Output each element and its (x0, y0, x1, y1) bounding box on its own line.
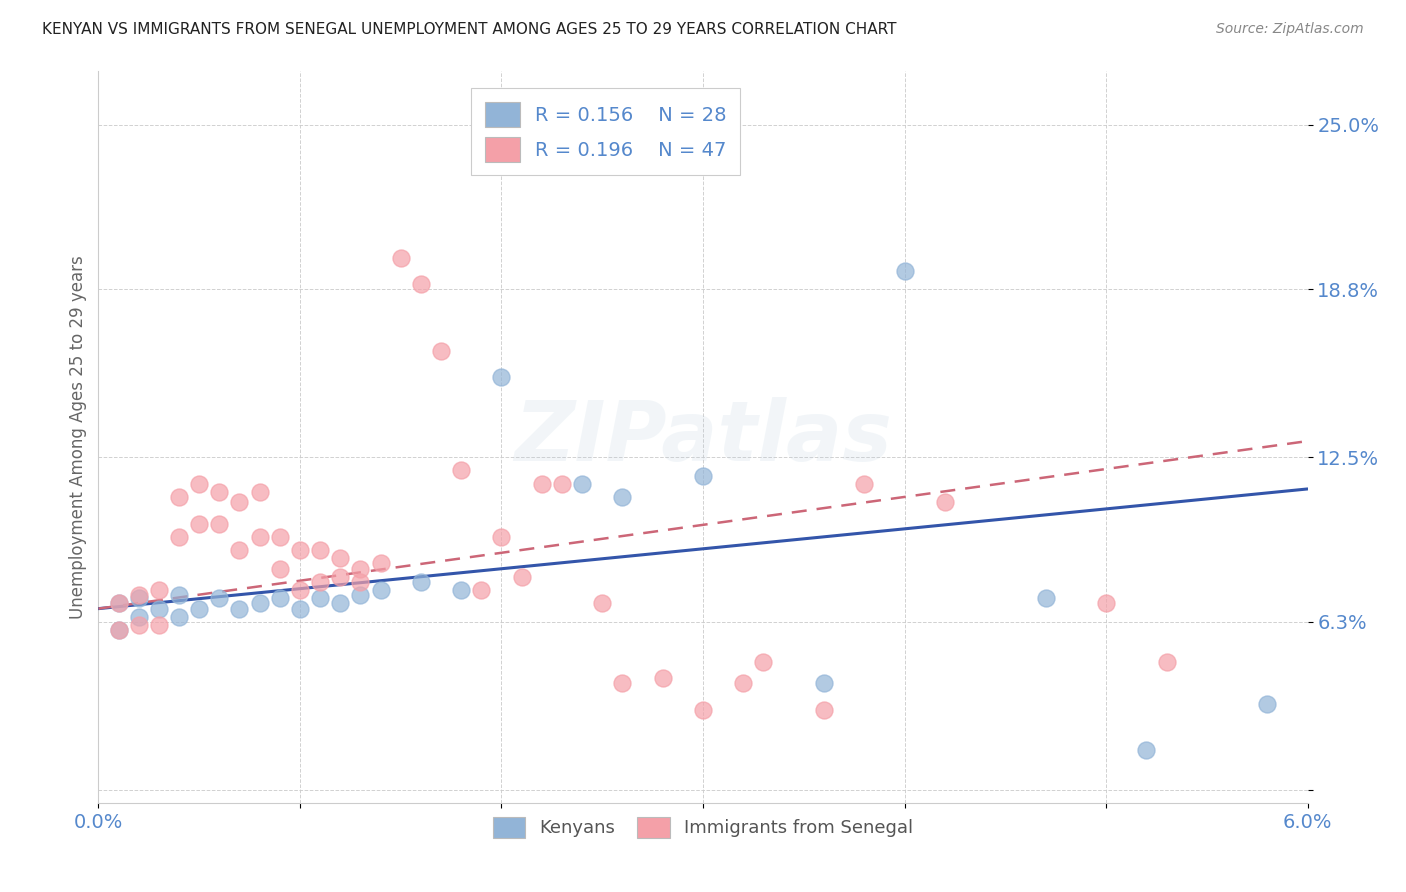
Point (167, 530, 190, 544)
Point (409, 277, 432, 292)
Point (107, 596, 129, 610)
Point (733, 676, 755, 690)
Point (450, 463, 472, 477)
Point (651, 671, 673, 685)
Point (269, 562, 291, 576)
Point (107, 596, 129, 610)
Point (288, 543, 311, 558)
Point (288, 601, 311, 615)
Point (167, 588, 190, 602)
Legend: Kenyans, Immigrants from Senegal: Kenyans, Immigrants from Senegal (485, 810, 921, 845)
Point (208, 484, 231, 499)
Point (853, 476, 876, 491)
Point (752, 655, 775, 669)
Point (128, 588, 150, 602)
Text: ZIPatlas: ZIPatlas (515, 397, 891, 477)
Point (329, 570, 352, 584)
Point (612, 490, 634, 504)
Text: Source: ZipAtlas.com: Source: ZipAtlas.com (1216, 22, 1364, 37)
Point (1095, 596, 1118, 610)
Point (228, 601, 250, 615)
Point (167, 609, 190, 624)
Point (249, 530, 271, 544)
Point (188, 601, 211, 615)
Point (409, 575, 432, 590)
Point (269, 591, 291, 605)
Point (228, 495, 250, 509)
Point (167, 490, 190, 504)
Point (934, 495, 956, 509)
Point (813, 703, 835, 717)
Point (470, 582, 492, 597)
Point (309, 543, 332, 558)
Point (269, 530, 291, 544)
Point (208, 516, 231, 531)
Point (329, 596, 352, 610)
Point (551, 476, 574, 491)
Point (1156, 655, 1178, 669)
Point (208, 591, 231, 605)
Point (491, 370, 513, 384)
Point (893, 264, 915, 278)
Point (1135, 742, 1157, 756)
Point (128, 591, 150, 605)
Point (249, 484, 271, 499)
Point (612, 676, 634, 690)
Point (430, 343, 453, 358)
Point (228, 543, 250, 558)
Point (148, 582, 170, 597)
Point (107, 623, 129, 637)
Point (692, 468, 714, 483)
Point (329, 551, 352, 566)
Point (349, 575, 371, 590)
Point (128, 609, 150, 624)
Y-axis label: Unemployment Among Ages 25 to 29 years: Unemployment Among Ages 25 to 29 years (69, 255, 87, 619)
Point (491, 530, 513, 544)
Text: KENYAN VS IMMIGRANTS FROM SENEGAL UNEMPLOYMENT AMONG AGES 25 TO 29 YEARS CORRELA: KENYAN VS IMMIGRANTS FROM SENEGAL UNEMPL… (42, 22, 897, 37)
Point (591, 596, 613, 610)
Point (450, 582, 472, 597)
Point (813, 676, 835, 690)
Point (349, 588, 371, 602)
Point (692, 703, 714, 717)
Point (148, 617, 170, 632)
Point (188, 516, 211, 531)
Point (1035, 591, 1057, 605)
Point (1256, 698, 1278, 712)
Point (370, 582, 392, 597)
Point (389, 251, 412, 265)
Point (571, 476, 593, 491)
Point (188, 476, 211, 491)
Point (288, 582, 311, 597)
Point (148, 601, 170, 615)
Point (107, 623, 129, 637)
Point (370, 557, 392, 571)
Point (309, 575, 332, 590)
Point (249, 596, 271, 610)
Point (510, 570, 533, 584)
Point (530, 476, 553, 491)
Point (349, 562, 371, 576)
Point (128, 617, 150, 632)
Point (309, 591, 332, 605)
